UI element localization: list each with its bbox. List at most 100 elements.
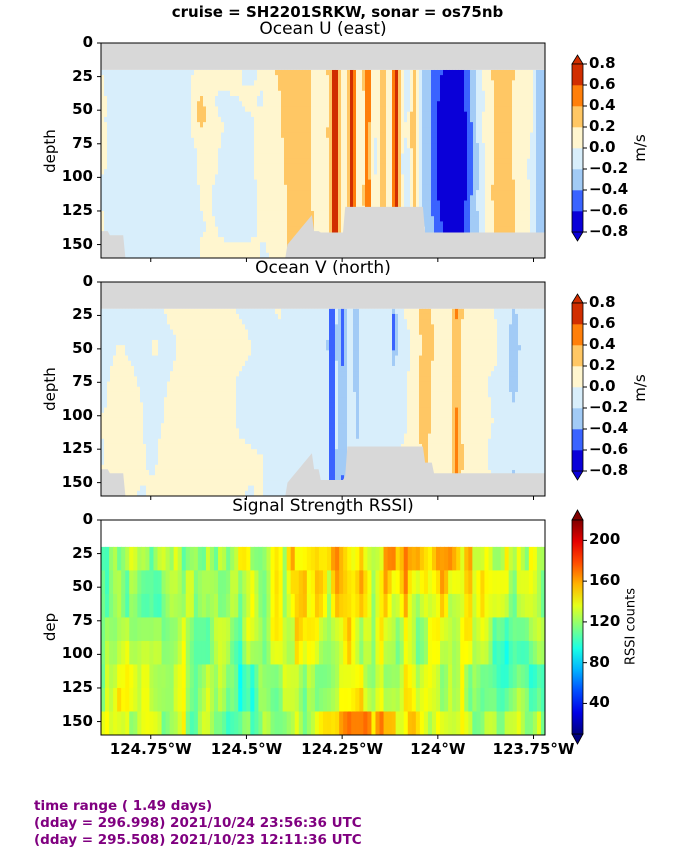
cell [419,169,423,175]
cell [209,122,213,128]
cell [266,247,270,254]
cell [191,210,195,217]
cell [194,101,198,108]
cell [107,116,111,123]
cell [314,90,318,97]
cell [242,96,246,102]
cell [212,221,216,228]
cell [500,132,504,139]
cell [338,127,342,134]
cell [368,132,372,139]
cell [176,247,180,254]
cell [155,210,159,217]
cell [470,101,474,108]
cell [482,148,486,155]
cell [419,69,423,76]
cell [167,153,171,160]
cell [242,174,246,181]
cell [374,69,378,76]
cell [185,174,189,181]
cell [344,101,348,108]
cell [497,153,501,160]
cell [323,195,327,202]
cell [251,127,255,134]
cell [302,90,306,97]
cell [422,127,426,134]
cell [179,174,183,181]
cell [224,237,228,243]
cell [287,148,291,155]
cell [254,221,258,228]
cell [296,179,300,186]
cell [155,190,159,196]
cell [377,96,381,102]
cell [440,163,444,170]
cell [449,169,453,175]
cell [410,69,414,76]
cell [329,210,333,217]
cell [281,106,285,113]
cell [263,237,267,243]
cell [284,205,288,212]
cell [185,247,189,254]
cell [191,75,195,81]
cell [110,184,114,191]
cell [158,153,162,160]
cell [395,116,399,123]
cell [488,85,492,92]
cell [251,174,255,181]
cell [281,205,285,212]
cell [500,137,504,144]
cell [245,231,249,238]
cell [506,116,510,123]
cell [383,132,387,139]
cell [194,69,198,76]
cell [197,137,201,144]
cell [170,69,174,76]
cell [293,169,297,175]
cell [308,158,312,165]
cell [284,163,288,170]
cell [377,137,381,144]
cell [443,80,447,87]
cell [251,69,255,76]
cell [347,96,351,102]
cell [215,143,219,149]
cell [482,90,486,97]
cell [152,205,156,212]
cell [422,106,426,113]
cell [224,69,228,76]
cell [176,195,180,202]
cell [389,90,393,97]
cell [482,75,486,81]
cell [431,148,435,155]
cell [140,127,144,134]
cell [503,163,507,170]
cell [257,200,261,207]
cell [365,122,369,128]
cell [290,210,294,217]
cell [239,169,243,175]
cell [491,216,495,223]
cell [158,85,162,92]
cell [512,148,516,155]
cell [323,137,327,144]
cell [479,75,483,81]
cell [299,96,303,102]
cell [362,111,366,118]
cell [200,210,204,217]
cell [380,111,384,118]
cell [236,122,240,128]
cell [107,158,111,165]
cell [398,85,402,92]
cell [317,111,321,118]
cell [257,85,261,92]
cell [401,132,405,139]
cell [506,80,510,87]
cell [506,69,510,76]
cell [491,184,495,191]
cell [332,96,336,102]
cell [227,190,231,196]
cell [395,148,399,155]
cell [335,200,339,207]
